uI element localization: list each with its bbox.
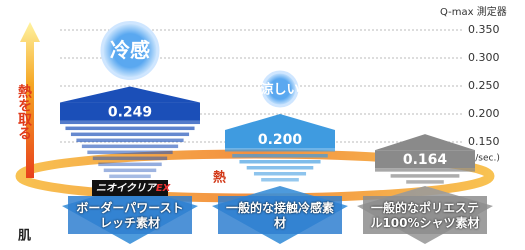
y-tick-label: 0.350 xyxy=(468,23,500,36)
funnel-stripe xyxy=(104,169,157,173)
brand: ニオイクリアEX xyxy=(96,182,172,194)
funnel-stripe xyxy=(60,121,200,125)
funnel-stripe xyxy=(65,127,194,131)
callout-text: 冷感 xyxy=(110,38,150,62)
callout-text: 涼しい xyxy=(260,82,299,98)
y-tick-label: 0.250 xyxy=(468,79,500,92)
funnel-stripe xyxy=(391,174,460,178)
value-label: 0.164 xyxy=(403,152,448,168)
y-axis-title: Q-max 測定器 xyxy=(440,5,507,18)
brand-name: ニオイクリア xyxy=(96,182,158,194)
funnel-stripe xyxy=(76,139,183,143)
heat-label: 熱 xyxy=(213,170,226,186)
bar xyxy=(225,114,335,130)
funnel-stripe xyxy=(239,160,320,164)
y-tick-label: 0.150 xyxy=(468,135,500,148)
funnel-stripe xyxy=(109,175,151,179)
brand-suffix: EX xyxy=(156,183,172,194)
funnel-stripe xyxy=(406,180,444,184)
funnel-stripe xyxy=(375,168,475,172)
page: Q-max 測定器 (ℓ/㎠/sec.) 熱 肌 0.3500.3000.250… xyxy=(0,0,525,250)
category-label: 一般的な接触冷感素材 xyxy=(225,201,335,231)
funnel-stripe xyxy=(98,163,161,167)
y-tick-label: 0.200 xyxy=(468,107,500,120)
funnel-stripe xyxy=(71,133,189,137)
skin-label: 肌 xyxy=(18,229,31,244)
funnel-stripe xyxy=(247,166,314,170)
category-label: ボーダーパワーストレッチ素材 xyxy=(75,201,185,231)
side-label: 熱を取る xyxy=(8,72,32,152)
value-label: 0.200 xyxy=(258,132,303,148)
funnel-stripe xyxy=(82,145,178,149)
funnel-stripe xyxy=(93,157,167,161)
funnel-stripe xyxy=(254,172,306,176)
y-tick-label: 0.300 xyxy=(468,51,500,64)
funnel-stripe xyxy=(225,148,335,152)
value-label: 0.249 xyxy=(108,105,152,121)
funnel-stripe xyxy=(232,154,328,158)
funnel-stripe xyxy=(261,178,299,182)
funnel-stripe xyxy=(87,151,172,155)
category-label: 一般的なポリエステル100%シャツ素材 xyxy=(370,201,480,231)
bar xyxy=(60,87,200,103)
